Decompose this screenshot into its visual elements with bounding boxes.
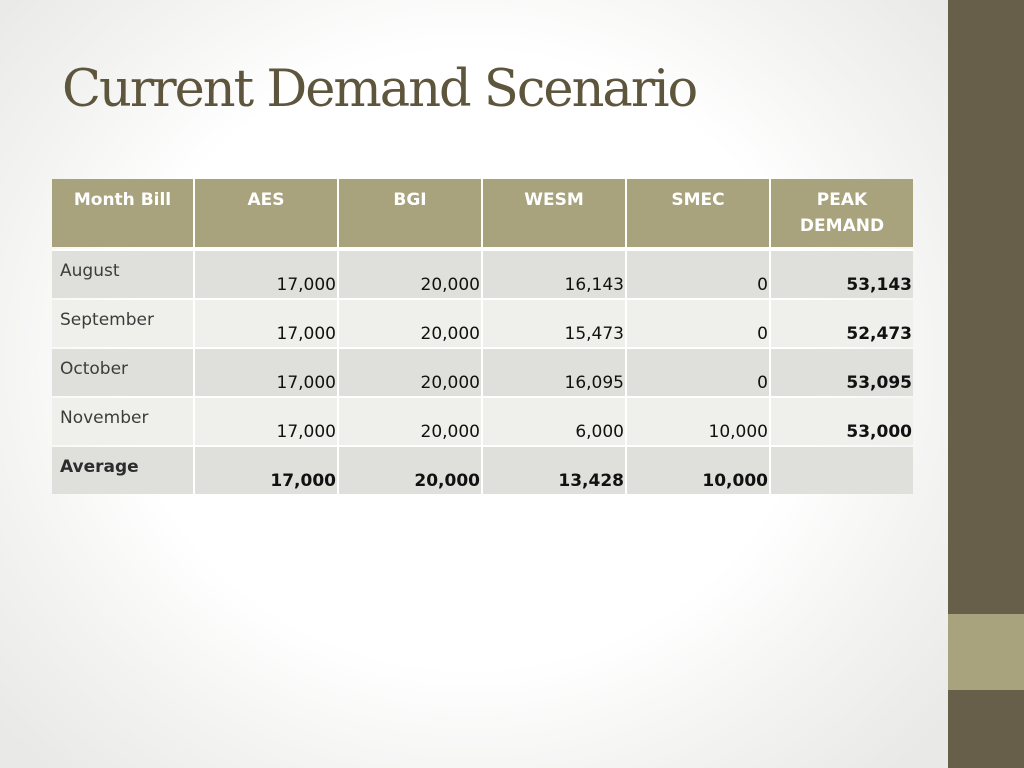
cell-peak-demand — [771, 447, 913, 494]
slide-title: Current Demand Scenario — [62, 60, 698, 119]
cell-smec: 0 — [627, 300, 769, 347]
table-row-august: August 17,000 20,000 16,143 0 53,143 — [52, 249, 913, 298]
cell-smec: 0 — [627, 249, 769, 298]
cell-smec: 10,000 — [627, 447, 769, 494]
cell-month: November — [52, 398, 193, 445]
cell-month: September — [52, 300, 193, 347]
table-row-average: Average 17,000 20,000 13,428 10,000 — [52, 447, 913, 494]
cell-aes: 17,000 — [195, 349, 337, 396]
cell-wesm: 15,473 — [483, 300, 625, 347]
cell-month: October — [52, 349, 193, 396]
cell-aes: 17,000 — [195, 249, 337, 298]
cell-aes: 17,000 — [195, 300, 337, 347]
table-row-november: November 17,000 20,000 6,000 10,000 53,0… — [52, 398, 913, 445]
cell-peak-demand: 52,473 — [771, 300, 913, 347]
cell-bgi: 20,000 — [339, 398, 481, 445]
cell-bgi: 20,000 — [339, 349, 481, 396]
header-smec: SMEC — [627, 179, 769, 247]
table-header-row: Month Bill AES BGI WESM SMEC PEAK DEMAND — [52, 179, 913, 247]
header-month-bill: Month Bill — [52, 179, 193, 247]
cell-month: August — [52, 249, 193, 298]
cell-bgi: 20,000 — [339, 249, 481, 298]
cell-peak-demand: 53,095 — [771, 349, 913, 396]
cell-aes: 17,000 — [195, 398, 337, 445]
cell-wesm: 6,000 — [483, 398, 625, 445]
cell-month: Average — [52, 447, 193, 494]
cell-bgi: 20,000 — [339, 447, 481, 494]
table-row-september: September 17,000 20,000 15,473 0 52,473 — [52, 300, 913, 347]
cell-aes: 17,000 — [195, 447, 337, 494]
cell-wesm: 13,428 — [483, 447, 625, 494]
header-wesm: WESM — [483, 179, 625, 247]
table-row-october: October 17,000 20,000 16,095 0 53,095 — [52, 349, 913, 396]
demand-table: Month Bill AES BGI WESM SMEC PEAK DEMAND… — [50, 177, 915, 496]
header-peak-demand: PEAK DEMAND — [771, 179, 913, 247]
header-bgi: BGI — [339, 179, 481, 247]
decorative-side-accent — [948, 614, 1024, 690]
cell-smec: 0 — [627, 349, 769, 396]
cell-wesm: 16,095 — [483, 349, 625, 396]
cell-bgi: 20,000 — [339, 300, 481, 347]
cell-wesm: 16,143 — [483, 249, 625, 298]
header-aes: AES — [195, 179, 337, 247]
cell-smec: 10,000 — [627, 398, 769, 445]
cell-peak-demand: 53,000 — [771, 398, 913, 445]
cell-peak-demand: 53,143 — [771, 249, 913, 298]
